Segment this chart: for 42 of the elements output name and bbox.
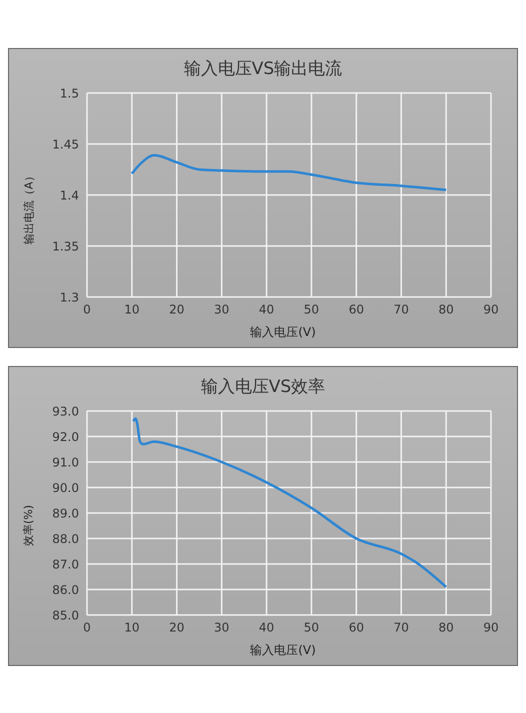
y-tick-label: 86.0 (52, 582, 79, 597)
y-tick-label: 89.0 (52, 506, 79, 520)
y-tick-label: 91.0 (52, 455, 79, 470)
x-tick-label: 70 (394, 302, 409, 317)
x-tick-label: 0 (83, 302, 91, 317)
y-tick-label: 93.0 (52, 404, 79, 418)
chart-title: 输入电压VS效率 (200, 376, 326, 398)
x-tick-label: 70 (394, 620, 409, 635)
x-tick-label: 0 (83, 620, 91, 635)
x-axis-title: 输入电压(V) (249, 324, 317, 341)
x-tick-label: 90 (483, 302, 499, 317)
y-tick-label: 85.0 (52, 608, 79, 622)
y-tick-label: 92.0 (52, 430, 79, 444)
x-tick-label: 60 (348, 302, 364, 317)
y-tick-label: 88.0 (52, 532, 79, 546)
y-axis-title: 效率(%) (22, 504, 36, 546)
y-tick-label: 1.35 (52, 239, 79, 254)
x-tick-label: 30 (214, 302, 230, 317)
x-tick-label: 80 (438, 620, 454, 635)
x-tick-label: 50 (304, 302, 320, 317)
x-tick-label: 50 (304, 620, 320, 635)
x-tick-label: 30 (214, 620, 230, 635)
x-tick-label: 60 (348, 620, 364, 635)
x-axis-title: 输入电压(V) (249, 642, 317, 659)
x-tick-label: 40 (258, 302, 274, 317)
x-tick-label: 20 (169, 302, 184, 317)
line-series (130, 154, 448, 192)
y-tick-label: 1.4 (60, 188, 79, 202)
x-tick-label: 80 (438, 302, 454, 317)
y-tick-label: 1.3 (60, 290, 79, 304)
y-tick-label: 1.5 (60, 86, 79, 100)
y-tick-label: 87.0 (52, 557, 79, 572)
chart-title: 输入电压VS输出电流 (182, 58, 344, 80)
x-tick-label: 10 (124, 302, 140, 317)
x-tick-label: 10 (124, 620, 140, 635)
y-tick-label: 1.45 (52, 137, 79, 152)
x-tick-label: 40 (258, 620, 274, 635)
x-tick-label: 20 (169, 620, 184, 635)
y-axis-title: 输出电流（A） (22, 170, 36, 244)
x-tick-label: 90 (483, 620, 499, 635)
y-tick-label: 90.0 (52, 480, 79, 495)
line-series (132, 417, 448, 588)
